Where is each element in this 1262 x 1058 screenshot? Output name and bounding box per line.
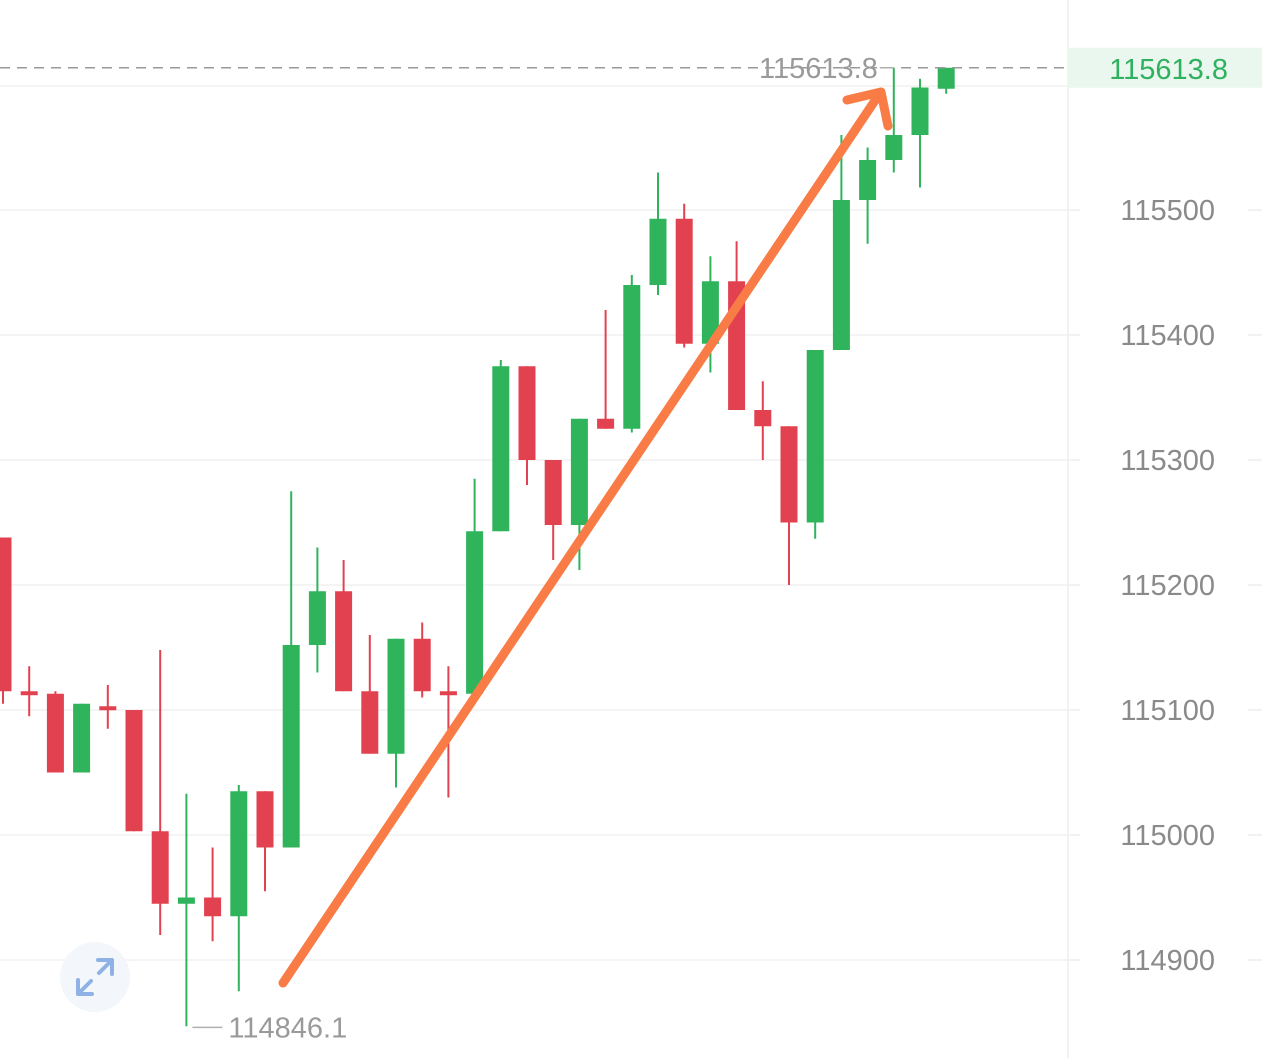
candle [73, 703, 91, 773]
candle-body [544, 460, 562, 525]
candle-body [308, 591, 326, 645]
candle-body [335, 591, 353, 692]
candles [0, 67, 955, 1027]
last-price-label: 115613.8 [1109, 54, 1228, 86]
candle-body [282, 645, 300, 848]
y-tick-label: 115200 [1120, 570, 1215, 602]
candle-body [859, 160, 877, 200]
candle-body [361, 691, 379, 754]
candle-body [675, 218, 693, 344]
y-tick-label: 115000 [1120, 820, 1215, 852]
trend-arrow-shaft [278, 91, 883, 988]
candle [780, 426, 798, 585]
y-axis: 115500 115400 115300 115200 115100 115000 1149… [1120, 195, 1215, 977]
candle-body [256, 791, 274, 848]
candle [675, 203, 693, 348]
candle [518, 366, 536, 485]
candle [177, 793, 195, 1027]
candle-body [387, 638, 405, 754]
candle [46, 691, 64, 773]
candle-body [832, 200, 850, 350]
candle-body [20, 691, 38, 696]
candle [256, 791, 274, 892]
candle [151, 650, 169, 935]
candle-body [0, 537, 12, 692]
expand-button[interactable] [60, 942, 130, 1012]
candle [387, 638, 405, 788]
y-tick-label: 115500 [1120, 195, 1215, 227]
trend-arrow-head [842, 87, 893, 131]
candle [544, 460, 562, 560]
candle-body [492, 366, 510, 532]
candle [99, 685, 117, 729]
candle [413, 622, 431, 698]
grid-lines [0, 85, 1262, 961]
candle [885, 67, 903, 173]
candle-body [439, 691, 457, 696]
candle [806, 350, 824, 539]
candle [125, 710, 143, 832]
candle-body [466, 531, 484, 694]
candle [0, 537, 12, 704]
candle-body [151, 831, 169, 904]
candle [492, 360, 510, 532]
last-price-tag [1068, 47, 1262, 88]
candle-body [623, 285, 641, 429]
candle [20, 666, 38, 717]
candle-body [701, 281, 719, 344]
candle-body [99, 706, 117, 711]
candle-body [597, 418, 615, 429]
candle-body [780, 426, 798, 523]
candle-body [518, 366, 536, 460]
candle-body [230, 791, 248, 917]
candle [230, 785, 248, 992]
candle [466, 478, 484, 694]
y-tick-label: 115300 [1120, 445, 1215, 477]
candle [832, 135, 850, 350]
candle [623, 275, 641, 433]
candle-body [806, 350, 824, 523]
annotations: 115613.8 115613.8 114846.1 [0, 47, 1262, 1044]
candle-body [911, 87, 929, 135]
candle [754, 381, 772, 460]
y-tick-label: 115100 [1120, 695, 1215, 727]
candle [911, 78, 929, 188]
candle-body [125, 710, 143, 832]
candle-body [649, 218, 667, 285]
expand-arrows-icon [76, 958, 114, 996]
candle-body [73, 703, 91, 773]
candle-body [885, 135, 903, 160]
max-price-label: 115613.8 [759, 53, 878, 85]
candle-body [204, 897, 222, 917]
candle-body [754, 410, 772, 427]
candle-body [937, 67, 955, 89]
candle-body [177, 897, 195, 904]
min-price-label: 114846.1 [228, 1012, 347, 1044]
candle [282, 491, 300, 848]
candle-body [46, 693, 64, 773]
y-tick-label: 114900 [1120, 945, 1215, 977]
candle-body [570, 418, 588, 525]
candle [597, 310, 615, 429]
candle [361, 635, 379, 754]
candle [308, 547, 326, 673]
y-tick-label: 115400 [1120, 320, 1215, 352]
candle [859, 147, 877, 244]
candle [937, 67, 955, 94]
trend-arrow-layer [278, 87, 893, 988]
candle [335, 560, 353, 692]
candle-body [413, 638, 431, 692]
candle [649, 172, 667, 295]
candle [204, 847, 222, 942]
